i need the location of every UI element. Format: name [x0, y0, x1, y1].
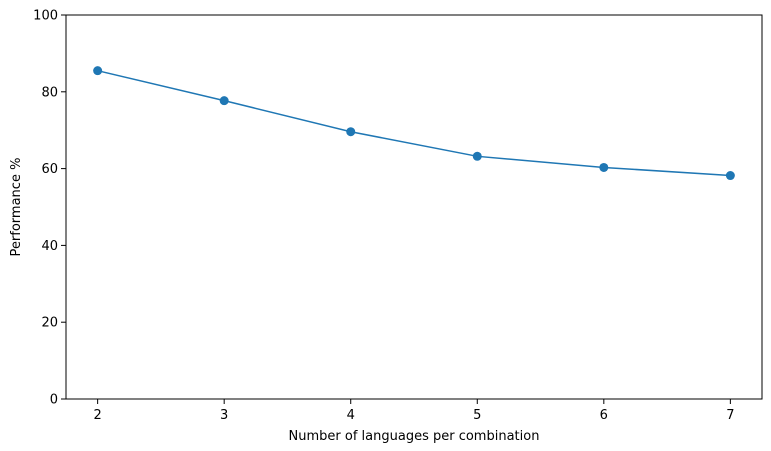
y-axis-label: Performance % [9, 158, 24, 257]
y-tick-label: 40 [41, 239, 58, 254]
data-point [219, 96, 229, 106]
series-layer [93, 66, 735, 181]
series-line [97, 69, 731, 177]
data-point [599, 162, 609, 172]
x-tick-label: 3 [220, 408, 228, 423]
data-point [725, 171, 735, 181]
y-tick-label: 0 [50, 393, 58, 408]
y-tick-label: 60 [41, 162, 58, 177]
y-tick-label: 80 [41, 85, 58, 100]
x-tick-label: 2 [93, 408, 101, 423]
x-tick-label: 4 [347, 408, 355, 423]
data-point [472, 151, 482, 161]
plot-frame [65, 14, 763, 400]
x-tick-label: 6 [600, 408, 608, 423]
y-axis-ticks: 0 20 40 60 80 100 [33, 9, 66, 408]
data-point [346, 127, 356, 137]
x-tick-label: 7 [726, 408, 734, 423]
y-tick-label: 100 [33, 9, 58, 24]
plot-area [65, 14, 763, 400]
x-axis-label: Number of languages per combination [289, 429, 540, 444]
x-axis-ticks: 2 3 4 5 6 7 [93, 399, 735, 423]
x-tick-label: 5 [473, 408, 481, 423]
y-tick-label: 20 [41, 316, 58, 331]
data-point [93, 66, 103, 76]
